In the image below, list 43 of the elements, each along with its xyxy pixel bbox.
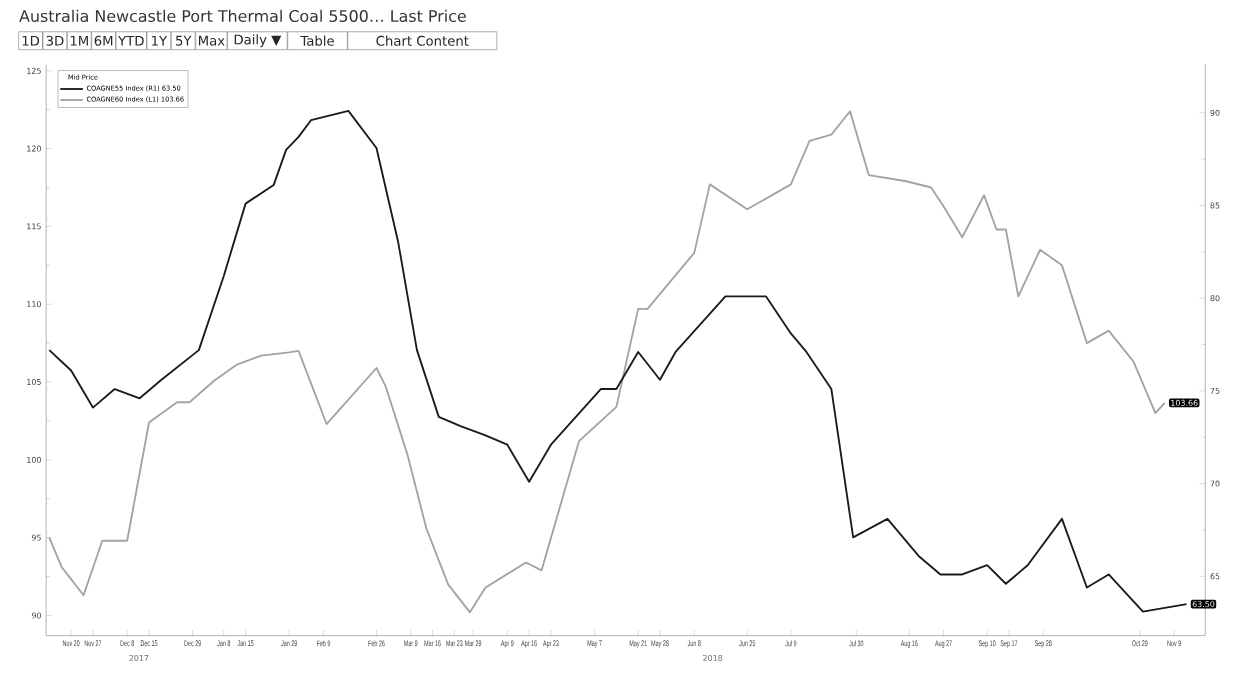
x-tick-label: Aug 16 [900,640,918,648]
x-tick-label: Mar 16 [424,640,441,647]
x-tick-label: Feb 26 [368,640,385,647]
x-tick-label: Mar 29 [465,640,482,647]
text: 1Y [152,35,168,46]
x-tick-label: Apr 23 [542,640,559,648]
x-tick-label: Nov 9 [1167,640,1181,647]
x-tick-label: Jan 15 [237,640,254,646]
x-tick-label: Jan 29 [281,640,298,647]
text: Table [300,35,334,46]
text: Chart Content [376,35,469,46]
x-tick-label: Sep 10 [978,640,996,648]
x-tick-label: Mar 23 [446,640,463,647]
text: Daily ▼ [234,34,282,47]
x-tick-label: Jul 30 [849,640,864,647]
text: YTD [118,35,144,46]
x-tick-label: Feb 9 [316,640,331,647]
x-tick-label: Sep 17 [1000,640,1018,648]
x-tick-label: May 7 [587,640,602,648]
x-tick-label: Apr 16 [521,640,537,648]
text: Max [199,35,225,46]
x-tick-label: Jan 8 [217,640,231,647]
x-tick-label: Apr 9 [500,640,514,648]
text: 5Y [176,35,192,46]
x-tick-label: Dec 15 [140,640,158,646]
x-tick-label: Nov 20 [62,640,80,647]
x-tick-label: Nov 27 [84,640,102,647]
text: 3D [46,35,64,46]
x-tick-label: Jun 25 [739,640,756,647]
text: 6M [94,35,113,46]
x-tick-label: Jun 8 [687,640,701,647]
x-tick-label: May 28 [651,640,669,648]
x-tick-label: May 21 [629,640,647,648]
x-tick-label: Dec 29 [184,640,201,647]
x-tick-label: Aug 27 [934,640,952,648]
chart-title: Australia Newcastle Port Thermal Coal 5500… Last Price [19,9,466,22]
x-tick-label: Dec 8 [120,640,135,647]
text: 1M [70,35,88,46]
text: 1D [22,35,40,46]
x-tick-label: Sep 28 [1034,640,1052,648]
x-tick-label: Mar 9 [404,640,418,647]
x-tick-label: Oct 29 [1132,640,1148,647]
x-tick-label: Jul 9 [785,640,797,647]
